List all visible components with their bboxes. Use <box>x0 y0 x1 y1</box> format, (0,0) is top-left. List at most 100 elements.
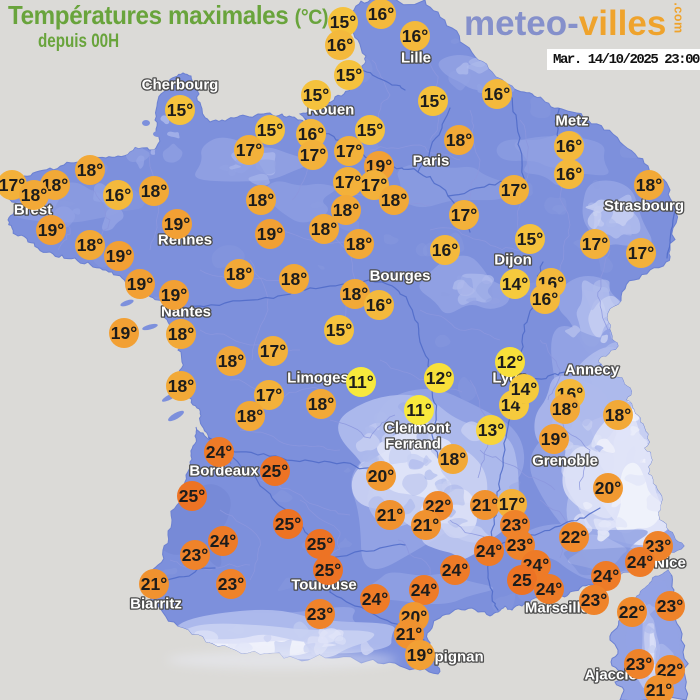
relief-speckle <box>564 325 581 338</box>
temp-bubble: 23° <box>305 599 335 629</box>
temp-bubble: 16° <box>400 21 430 51</box>
bubble-temp: 24° <box>627 552 653 572</box>
temp-bubble: 18° <box>344 229 374 259</box>
relief-speckle <box>429 420 444 435</box>
island <box>142 323 158 331</box>
bubble-temp: 25° <box>315 560 341 580</box>
relief-noise <box>59 200 75 207</box>
temp-bubble: 18° <box>279 264 309 294</box>
department-border <box>369 144 461 161</box>
bubble-circle <box>333 167 363 197</box>
bubble-temp: 17° <box>336 141 362 161</box>
relief-noise <box>491 593 516 622</box>
island <box>153 131 163 137</box>
bubble-circle <box>234 135 264 165</box>
temp-bubble: 25° <box>260 456 290 486</box>
bubble-circle <box>505 530 535 560</box>
relief-speckle <box>605 218 617 228</box>
relief-speckle <box>162 143 183 163</box>
bubble-temp: 15° <box>326 320 352 340</box>
temp-bubble: 21° <box>139 569 169 599</box>
temp-bubble: 12° <box>424 363 454 393</box>
bubble-circle <box>75 230 105 260</box>
temp-bubble: 18° <box>306 389 336 419</box>
title-main: Températures maximales <box>8 0 289 30</box>
relief-speckle <box>466 297 478 305</box>
bubble-temp: 22° <box>619 602 645 622</box>
bubble-circle <box>550 394 580 424</box>
bubble-temp: 16° <box>105 185 131 205</box>
temp-bubble: 19° <box>104 241 134 271</box>
logo: meteo-villes .com <box>464 2 698 44</box>
bubble-temp: 17° <box>335 172 361 192</box>
temp-bubble: 18° <box>444 125 474 155</box>
bubble-circle <box>430 235 460 265</box>
bubble-circle <box>617 597 647 627</box>
bubble-circle <box>165 95 195 125</box>
bubble-temp: 24° <box>593 566 619 586</box>
relief-speckle <box>293 621 309 639</box>
logo-villes: villes <box>578 4 667 43</box>
city-label: Strasbourg <box>604 198 684 215</box>
relief-speckle <box>381 429 394 445</box>
relief-speckle <box>587 210 602 230</box>
bubble-temp: 15° <box>257 120 283 140</box>
bubble-temp: 17° <box>300 145 326 165</box>
bubble-circle <box>364 290 394 320</box>
temp-bubble: 18° <box>438 444 468 474</box>
bubble-circle <box>482 79 512 109</box>
bubble-temp: 16° <box>298 124 324 144</box>
temp-bubble: 18° <box>75 230 105 260</box>
temp-bubble: 15° <box>418 86 448 116</box>
bubble-temp: 23° <box>182 545 208 565</box>
logo-meteo: meteo- <box>464 4 579 43</box>
bubble-circle <box>634 170 664 200</box>
bubble-temp: 18° <box>346 234 372 254</box>
bubble-circle <box>177 481 207 511</box>
bubble-temp: 18° <box>440 449 466 469</box>
bubble-circle <box>254 380 284 410</box>
bubble-temp: 25° <box>262 461 288 481</box>
bubble-temp: 19° <box>407 645 433 665</box>
temp-bubble: 12° <box>495 347 525 377</box>
bubble-circle <box>104 241 134 271</box>
department-border <box>169 559 251 571</box>
relief-patch <box>8 182 122 223</box>
bubble-temp: 13° <box>478 420 504 440</box>
bubble-temp: 19° <box>111 323 137 343</box>
bubble-temp: 17° <box>451 205 477 225</box>
department-border <box>44 209 71 251</box>
bubble-temp: 16° <box>327 35 353 55</box>
temp-bubble: 15° <box>165 95 195 125</box>
relief-speckle <box>457 281 475 297</box>
relief-noise <box>592 179 601 190</box>
relief-speckle <box>219 164 229 172</box>
relief-speckle <box>229 164 241 170</box>
bubble-circle <box>216 569 246 599</box>
temp-bubble: 24° <box>409 575 439 605</box>
relief-speckle <box>643 625 655 634</box>
temp-bubble: 21° <box>411 510 441 540</box>
relief-speckle <box>624 474 646 486</box>
bubble-temp: 25 <box>512 570 532 590</box>
temp-bubble: 19° <box>125 269 155 299</box>
bubble-circle <box>530 284 560 314</box>
bubble-temp: 16° <box>368 4 394 24</box>
relief-noise <box>434 334 451 348</box>
bubble-circle <box>334 60 364 90</box>
temp-bubble: 16° <box>364 290 394 320</box>
bubble-circle <box>644 675 674 700</box>
bubble-temp: 16° <box>556 136 582 156</box>
temp-bubble: 19° <box>255 219 285 249</box>
relief-patch <box>588 298 614 338</box>
bubble-circle <box>424 363 454 393</box>
temp-bubble: 18° <box>634 170 664 200</box>
bubble-circle <box>305 599 335 629</box>
temp-bubble: 18° <box>603 400 633 430</box>
temp-bubble: 23° <box>216 569 246 599</box>
bubble-temp: 12° <box>497 352 523 372</box>
city-label: Clermont <box>384 420 450 437</box>
city-label: Grenoble <box>532 453 598 470</box>
temp-bubble: 17° <box>499 175 529 205</box>
